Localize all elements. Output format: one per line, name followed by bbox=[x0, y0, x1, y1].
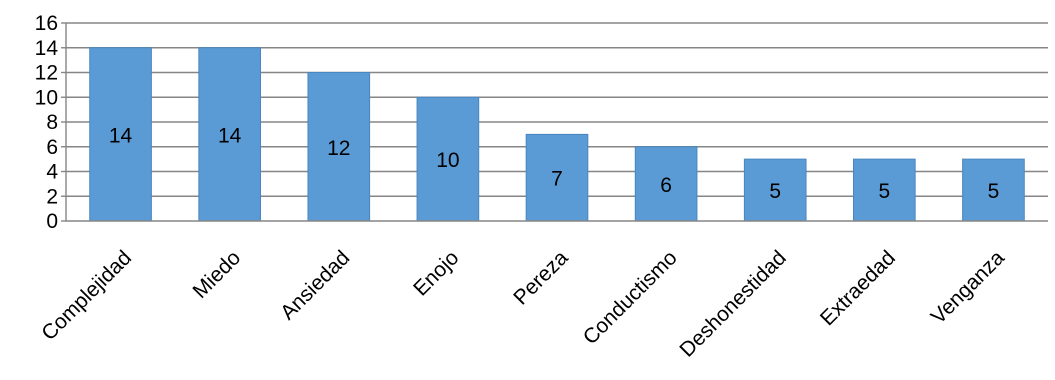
bar-enojo bbox=[416, 96, 480, 222]
bars bbox=[89, 47, 1025, 222]
data-label: 7 bbox=[551, 168, 563, 191]
y-tick-label: 16 bbox=[35, 12, 58, 35]
bar-pereza bbox=[525, 133, 589, 222]
y-tick-label: 8 bbox=[46, 111, 58, 134]
x-category-label: Conductismo bbox=[579, 246, 682, 349]
bar-conductismo bbox=[634, 146, 698, 222]
y-tick-label: 10 bbox=[35, 86, 58, 109]
data-label: 6 bbox=[660, 174, 672, 197]
bar-deshonestidad bbox=[743, 158, 807, 222]
data-label: 5 bbox=[769, 180, 781, 203]
y-tick-label: 2 bbox=[46, 185, 58, 208]
data-label: 5 bbox=[878, 180, 890, 203]
y-tick-label: 4 bbox=[46, 161, 58, 184]
x-category-label: Complejidad bbox=[37, 246, 136, 345]
x-category-label: Deshonestidad bbox=[675, 246, 790, 361]
x-category-label: Venganza bbox=[927, 246, 1010, 329]
data-label: 5 bbox=[988, 180, 1000, 203]
x-category-label: Pereza bbox=[509, 246, 573, 310]
bar-complejidad bbox=[89, 47, 152, 222]
axes bbox=[61, 22, 1048, 222]
x-category-label: Ansiedad bbox=[276, 246, 354, 324]
bar-ansiedad bbox=[307, 72, 371, 222]
bar-extraedad bbox=[853, 158, 916, 222]
data-label: 12 bbox=[327, 137, 350, 160]
bar-miedo bbox=[198, 47, 261, 222]
data-label: 10 bbox=[436, 149, 459, 172]
data-label: 14 bbox=[218, 124, 242, 147]
y-tick-label: 0 bbox=[46, 210, 58, 233]
x-category-label: Extraedad bbox=[816, 246, 900, 330]
y-tick-label: 6 bbox=[46, 136, 58, 159]
data-label: 14 bbox=[109, 124, 133, 147]
y-tick-label: 12 bbox=[35, 62, 58, 85]
x-category-label: Miedo bbox=[188, 246, 245, 303]
x-category-label: Enojo bbox=[409, 246, 463, 300]
y-tick-label: 14 bbox=[35, 37, 59, 60]
